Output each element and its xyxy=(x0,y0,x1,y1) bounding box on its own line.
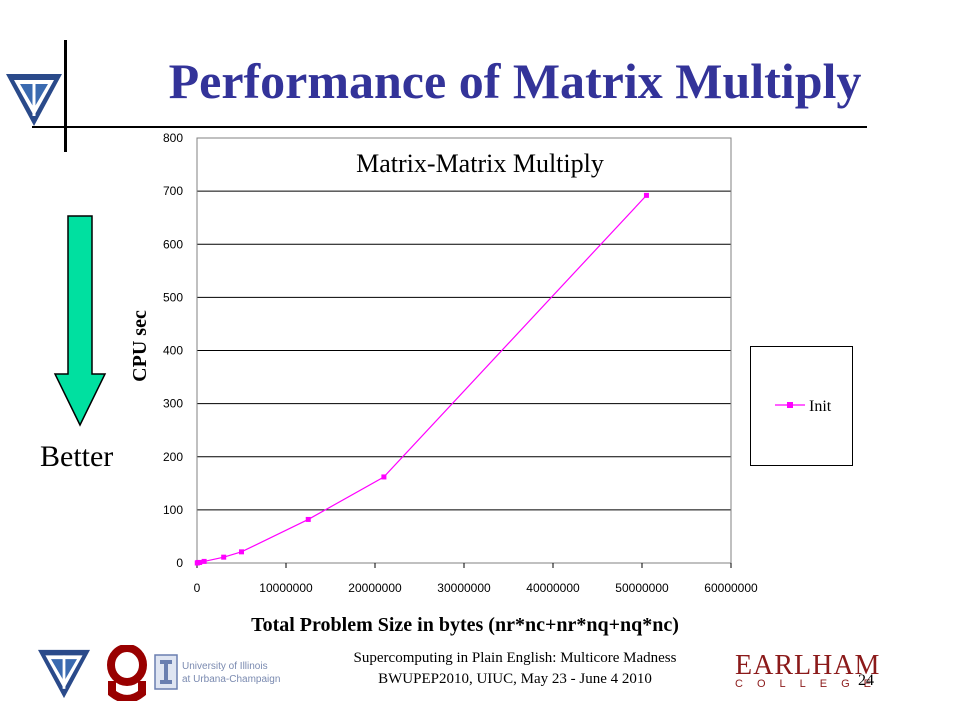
legend-swatch-init xyxy=(775,402,805,408)
uiuc-block-i-icon xyxy=(154,654,178,690)
earlham-logo: EARLHAM COLLEGE xyxy=(735,650,885,690)
y-tick-label: 100 xyxy=(163,503,183,517)
y-tick-label: 300 xyxy=(163,397,183,411)
chart-gridlines xyxy=(197,137,731,564)
y-tick-labels: 0 100 200 300 400 500 600 700 800 xyxy=(163,131,183,570)
uiuc-line-2: at Urbana-Champaign xyxy=(182,674,281,685)
series-point-init xyxy=(201,558,207,564)
series-markers xyxy=(194,192,649,566)
legend-label-init: Init xyxy=(809,398,832,415)
x-tick-label: 60000000 xyxy=(704,581,758,595)
series-point-init xyxy=(239,549,244,555)
y-tick-label: 200 xyxy=(163,450,183,464)
earlham-logo-name: EARLHAM xyxy=(735,650,881,681)
slide-footer: Supercomputing in Plain English: Multico… xyxy=(290,648,740,690)
title-horizontal-rule xyxy=(32,126,867,128)
series-point-init xyxy=(221,554,227,560)
y-tick-label: 800 xyxy=(163,131,183,145)
x-tick-labels: 0 10000000 20000000 30000000 40000000 5000000… xyxy=(194,563,758,595)
better-label: Better xyxy=(40,440,114,473)
x-tick-label: 40000000 xyxy=(526,581,580,595)
x-axis-label: Total Problem Size in bytes (nr*nc+nr*nq… xyxy=(251,614,679,636)
triangle-footer-logo-icon xyxy=(38,649,90,699)
series-point-init xyxy=(197,559,203,565)
series-point-init xyxy=(305,516,311,522)
y-axis-label: CPU sec xyxy=(129,310,151,382)
title-vertical-rule xyxy=(64,40,67,152)
x-tick-label: 20000000 xyxy=(348,581,402,595)
y-tick-label: 500 xyxy=(163,290,183,304)
earlham-logo-sub: COLLEGE xyxy=(735,678,885,690)
series-point-init xyxy=(381,474,387,480)
y-tick-label: 600 xyxy=(163,237,183,251)
chart-title: Matrix-Matrix Multiply xyxy=(356,149,604,178)
y-tick-label: 700 xyxy=(163,184,183,198)
x-tick-label: 0 xyxy=(194,581,201,595)
ou-logo-icon xyxy=(107,645,147,701)
x-tick-label: 50000000 xyxy=(615,581,669,595)
x-tick-label: 30000000 xyxy=(437,581,491,595)
page-number: 24 xyxy=(858,672,874,689)
x-tick-label: 10000000 xyxy=(259,581,313,595)
better-down-arrow-icon xyxy=(53,215,107,427)
chart-legend: Init xyxy=(750,346,853,466)
y-tick-label: 400 xyxy=(163,344,183,358)
uiuc-line-1: University of Illinois xyxy=(182,661,268,672)
triangle-logo-icon xyxy=(6,74,62,126)
footer-line-2: BWUPEP2010, UIUC, May 23 - June 4 2010 xyxy=(378,671,652,687)
series-line-init xyxy=(196,194,647,564)
series-point-init xyxy=(643,192,649,198)
slide-title: Performance of Matrix Multiply xyxy=(168,53,862,109)
y-tick-label: 0 xyxy=(176,556,183,570)
uiuc-logo-text: University of Illinois at Urbana-Champai… xyxy=(182,660,280,686)
footer-line-1: Supercomputing in Plain English: Multico… xyxy=(353,650,677,666)
